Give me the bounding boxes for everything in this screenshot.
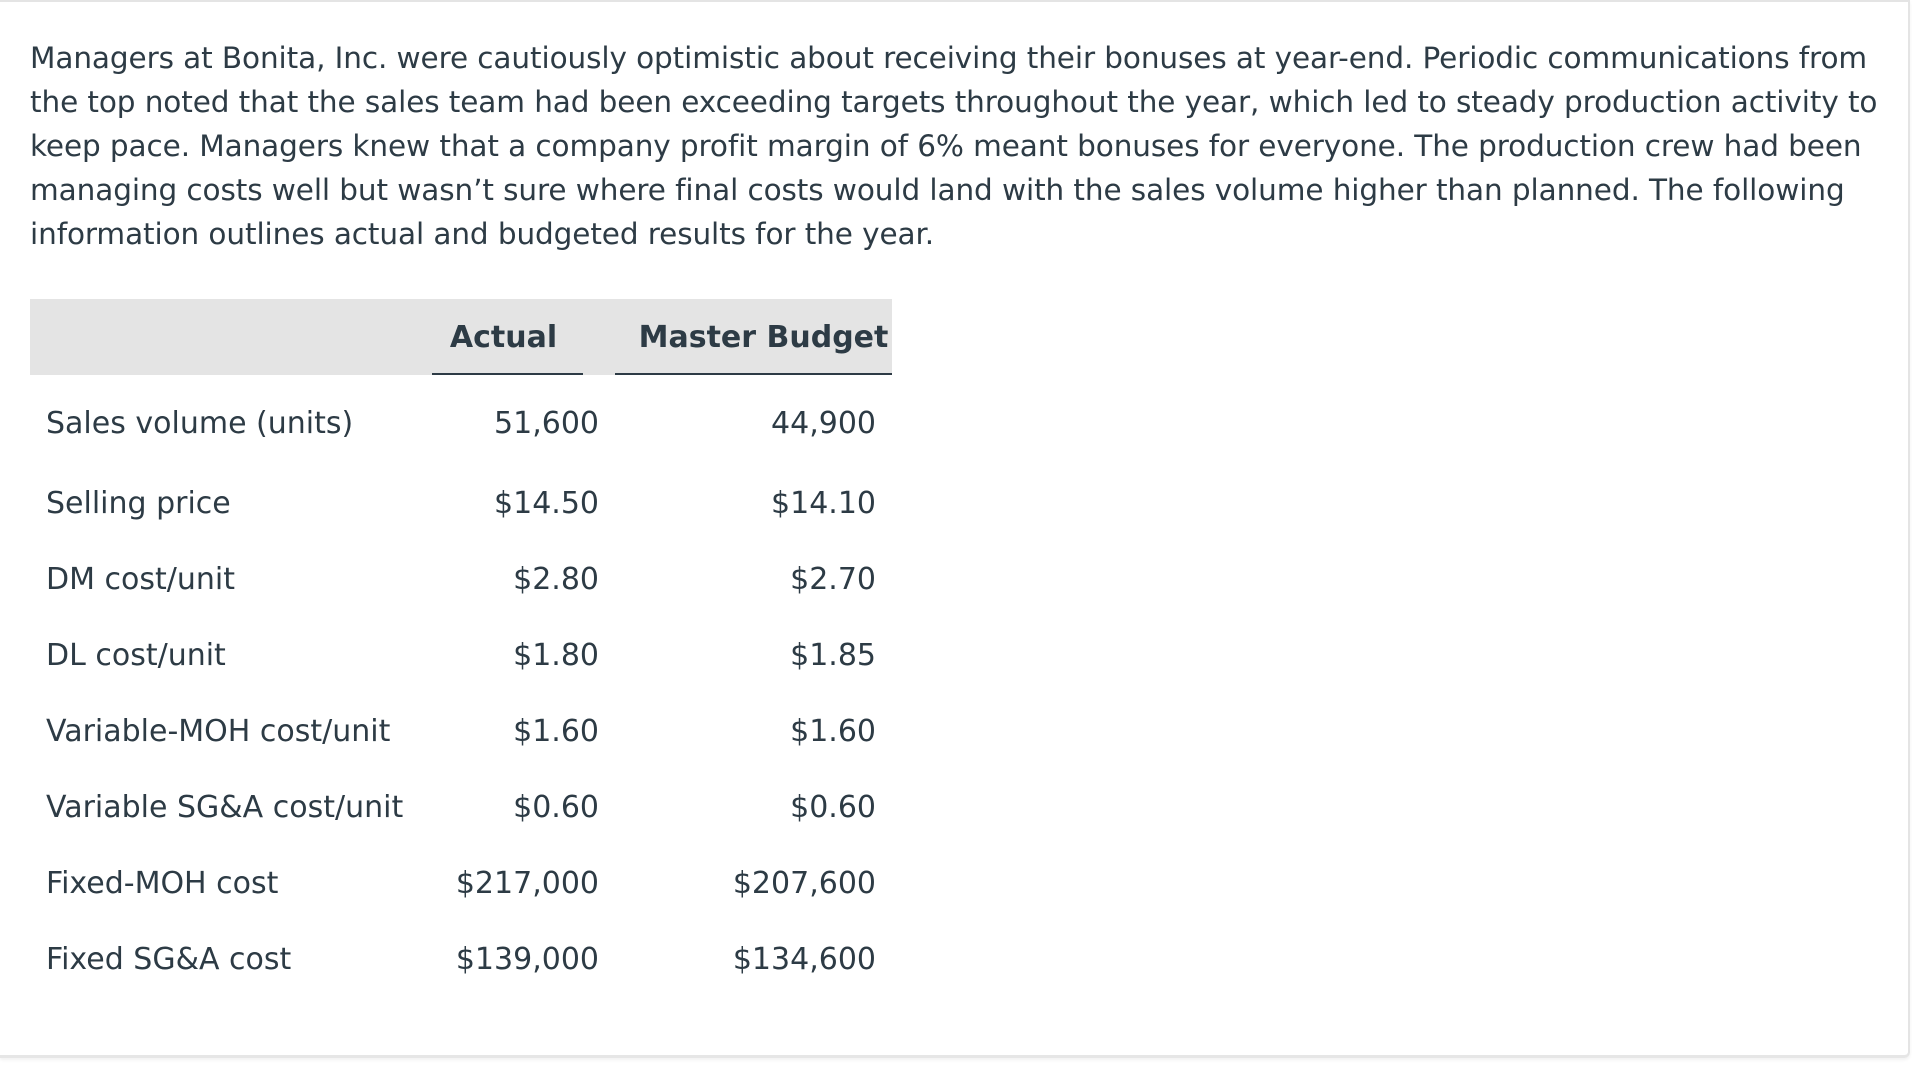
- actual-value: $217,000: [455, 865, 599, 901]
- actual-value: $139,000: [455, 941, 599, 977]
- row-label: Variable-MOH cost/unit: [46, 713, 391, 749]
- budget-value: 44,900: [771, 405, 876, 441]
- table-row: DL cost/unit $1.80 $1.85: [30, 617, 892, 693]
- actual-value: $1.60: [513, 713, 599, 749]
- row-label: Fixed SG&A cost: [46, 941, 292, 977]
- table-row: DM cost/unit $2.80 $2.70: [30, 541, 892, 617]
- budget-value: $14.10: [771, 485, 876, 521]
- header-budget-underline: [615, 373, 892, 375]
- table-header-row: Actual Master Budget: [30, 299, 892, 375]
- table-row: Fixed-MOH cost $217,000 $207,600: [30, 845, 892, 921]
- table-row: Fixed SG&A cost $139,000 $134,600: [30, 921, 892, 997]
- budget-value: $134,600: [732, 941, 876, 977]
- table-row: Variable-MOH cost/unit $1.60 $1.60: [30, 693, 892, 769]
- row-label: Selling price: [46, 485, 231, 521]
- header-actual-underline: [432, 373, 583, 375]
- row-label: Variable SG&A cost/unit: [46, 789, 404, 825]
- actual-value: $14.50: [494, 485, 599, 521]
- budget-value: $1.85: [790, 637, 876, 673]
- row-label: DL cost/unit: [46, 637, 226, 673]
- table-row: Variable SG&A cost/unit $0.60 $0.60: [30, 769, 892, 845]
- header-label-cell: [30, 299, 432, 375]
- actual-value: $2.80: [513, 561, 599, 597]
- intro-paragraph: Managers at Bonita, Inc. were cautiously…: [30, 41, 1878, 251]
- header-master-budget: Master Budget: [638, 319, 889, 355]
- table-row: Sales volume (units) 51,600 44,900: [30, 375, 892, 465]
- actual-value: $1.80: [513, 637, 599, 673]
- header-actual: Actual: [449, 319, 558, 355]
- budget-value: $207,600: [732, 865, 876, 901]
- budget-value: $2.70: [790, 561, 876, 597]
- row-label: Sales volume (units): [46, 405, 354, 441]
- actual-value: $0.60: [513, 789, 599, 825]
- table-row: Selling price $14.50 $14.10: [30, 465, 892, 541]
- header-budget-cell: Master Budget: [615, 299, 892, 375]
- budget-comparison-table: Actual Master Budget Sales volume (units…: [30, 299, 892, 997]
- header-actual-cell: Actual: [432, 299, 615, 375]
- budget-value: $0.60: [790, 789, 876, 825]
- budget-value: $1.60: [790, 713, 876, 749]
- actual-value: 51,600: [494, 405, 599, 441]
- row-label: Fixed-MOH cost: [46, 865, 279, 901]
- row-label: DM cost/unit: [46, 561, 235, 597]
